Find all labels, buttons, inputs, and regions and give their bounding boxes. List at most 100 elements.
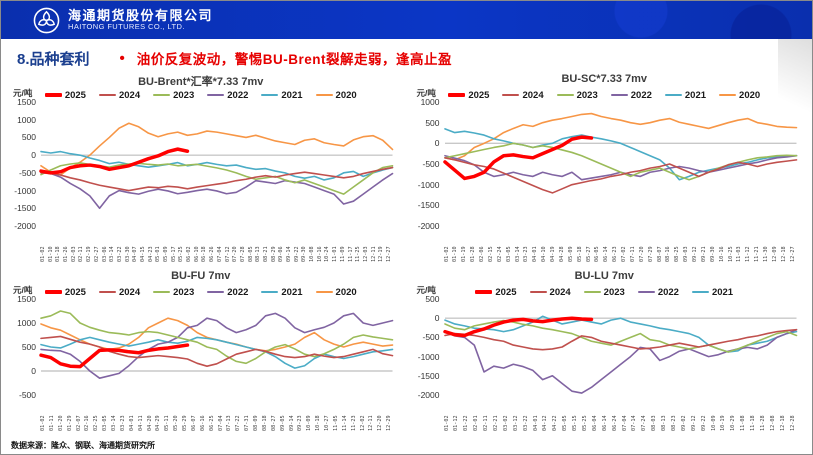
x-tick-label: 11-18 bbox=[750, 415, 757, 431]
legend-item: 2021 bbox=[691, 286, 734, 298]
headline-text: 油价反复波动，警惕BU-Brent裂解走弱，逢高止盈 bbox=[136, 52, 453, 67]
x-tick-label: 02-11 bbox=[483, 415, 490, 431]
series-line-2021 bbox=[41, 152, 393, 180]
legend-item: 2025 bbox=[448, 90, 489, 101]
x-tick-label: 10-09 bbox=[710, 415, 717, 431]
y-tick-label: 0 bbox=[31, 366, 36, 376]
x-tick-label: 10-08 bbox=[309, 246, 316, 262]
company-logo-icon bbox=[33, 7, 60, 33]
x-tick-label: 03-30 bbox=[124, 246, 131, 262]
legend-line-swatch bbox=[610, 93, 628, 97]
x-tick-label: 02-24 bbox=[496, 246, 503, 262]
x-tick-label: 10-19 bbox=[720, 415, 727, 431]
x-tick-label: 09-22 bbox=[293, 246, 300, 262]
y-tick-label: -500 bbox=[18, 167, 36, 178]
legend-label: 2024 bbox=[118, 89, 141, 101]
x-tick-label: 11-08 bbox=[740, 415, 747, 431]
y-tick-label: 0 bbox=[434, 313, 440, 324]
plot-row: 500 0 -500 -1000 -1500 -2000 bbox=[413, 294, 797, 400]
y-tick-label: 500 bbox=[21, 132, 36, 143]
legend-item: 2022 bbox=[207, 287, 248, 298]
legend-line-swatch bbox=[664, 93, 682, 97]
x-tick-label: 01-19 bbox=[461, 246, 468, 262]
x-axis: 01-02 01-11 01-20 01-29 02-07 02-16 02-25 03-05… bbox=[40, 395, 393, 431]
legend-item: 2023 bbox=[556, 90, 598, 101]
y-tick-label: -500 bbox=[422, 332, 440, 343]
x-tick-label: 05-20 bbox=[173, 415, 180, 431]
legend-item: 2024 bbox=[529, 287, 571, 298]
series-line-2023 bbox=[41, 163, 393, 194]
x-tick-label: 02-15 bbox=[487, 246, 494, 262]
legend-label: 2023 bbox=[173, 286, 195, 298]
y-axis: 1500 1000 500 0 -500 bbox=[9, 294, 41, 400]
legend-line-swatch bbox=[475, 290, 493, 294]
x-tick-label: 01-02 bbox=[40, 415, 46, 431]
legend-item: 2025 bbox=[44, 286, 86, 298]
legend-label: 2023 bbox=[173, 89, 195, 101]
x-tick-label: 02-16 bbox=[84, 415, 91, 431]
legend-line-swatch bbox=[502, 93, 520, 97]
x-tick-label: 08-25 bbox=[674, 246, 681, 262]
legend-line-swatch bbox=[529, 290, 547, 294]
x-tick-label: 07-02 bbox=[621, 246, 627, 262]
legend-label: 2024 bbox=[522, 89, 544, 101]
chart-title: BU-SC*7.33 7mv bbox=[561, 73, 648, 85]
series-line-2021 bbox=[445, 316, 797, 352]
x-tick-label: 07-31 bbox=[244, 415, 251, 431]
legend-line-swatch bbox=[153, 290, 171, 294]
x-tick-label: 01-02 bbox=[443, 415, 450, 431]
x-tick-label: 04-11 bbox=[137, 415, 144, 431]
x-tick-label: 06-05 bbox=[594, 246, 601, 262]
x-tick-label: 12-28 bbox=[789, 415, 796, 431]
x-tick-label: 02-11 bbox=[78, 246, 85, 262]
x-tick-label: 09-14 bbox=[286, 246, 292, 262]
y-tick-label: -500 bbox=[422, 159, 440, 169]
x-tick-label: 06-16 bbox=[199, 415, 206, 431]
x-tick-label: 07-14 bbox=[631, 415, 638, 431]
y-axis-unit-label: 元/吨 bbox=[416, 88, 436, 98]
x-tick-label: 03-14 bbox=[109, 246, 116, 262]
x-tick-label: 05-25 bbox=[581, 415, 588, 431]
legend-item: 2020 bbox=[315, 287, 357, 298]
legend-item: 2024 bbox=[98, 287, 140, 298]
x-tick-label: 05-17 bbox=[170, 246, 177, 262]
x-tick-label: 03-05 bbox=[102, 415, 109, 431]
x-tick-label: 04-22 bbox=[552, 415, 559, 431]
legend-item: 2022 bbox=[207, 90, 248, 101]
series-line-2025 bbox=[445, 137, 591, 178]
x-tick-label: 01-11 bbox=[48, 415, 55, 431]
x-tick-label: 07-11 bbox=[629, 246, 636, 262]
plot-area bbox=[445, 299, 797, 395]
chart-bu-lu: BU-LU 7mv 元/吨 2025 2024 2023 2022 2021 500 0 -… bbox=[413, 270, 797, 431]
legend-line-swatch bbox=[556, 93, 574, 97]
x-tick-label: 01-12 bbox=[453, 415, 460, 431]
x-axis: 01-02 01-10 01-19 01-28 02-06 02-15 02-24 03-05… bbox=[444, 226, 797, 262]
plot-area bbox=[445, 102, 797, 226]
x-tick-label: 07-20 bbox=[638, 246, 645, 262]
x-tick-label: 01-10 bbox=[452, 246, 459, 262]
x-tick-label: 02-03 bbox=[70, 246, 77, 262]
x-tick-label: 04-07 bbox=[132, 246, 139, 262]
x-tick-label: 07-04 bbox=[217, 415, 224, 431]
x-tick-label: 10-24 bbox=[324, 246, 331, 262]
headline-bullet-icon: • bbox=[119, 49, 125, 67]
x-tick-label: 04-15 bbox=[139, 246, 146, 262]
x-tick-label: 05-01 bbox=[155, 246, 162, 262]
x-tick-label: 11-09 bbox=[339, 246, 346, 262]
legend-item: 2022 bbox=[637, 287, 679, 298]
x-tick-label: 06-02 bbox=[186, 246, 193, 262]
y-tick-label: 0 bbox=[434, 138, 440, 149]
legend-item: 2025 bbox=[44, 90, 86, 101]
chart-title: BU-Brent*汇率*7.33 7mv bbox=[138, 76, 264, 88]
x-tick-label: 08-18 bbox=[261, 415, 268, 431]
legend-label: 2020 bbox=[739, 89, 761, 101]
x-tick-label: 10-25 bbox=[727, 246, 734, 262]
legend-label: 2021 bbox=[711, 286, 734, 298]
x-tick-label: 12-11 bbox=[368, 415, 375, 431]
line-chart-svg bbox=[445, 299, 797, 395]
legend: 2025 2024 2023 2022 2021 2020 bbox=[413, 88, 797, 102]
x-tick-label: 09-14 bbox=[288, 415, 295, 431]
legend-line-swatch bbox=[719, 93, 737, 97]
legend-label: 2025 bbox=[64, 286, 86, 298]
